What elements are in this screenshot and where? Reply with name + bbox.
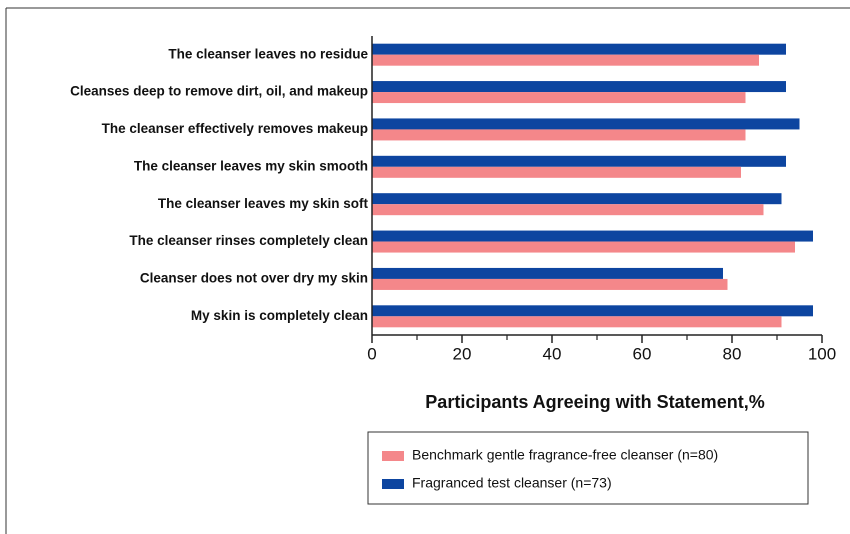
x-axis-label: Participants Agreeing with Statement,% (425, 392, 764, 412)
bar (372, 204, 764, 216)
bar (372, 241, 795, 253)
bar (372, 316, 782, 328)
bar (372, 81, 786, 93)
category-label: Cleanses deep to remove dirt, oil, and m… (70, 84, 368, 99)
category-label: The cleanser leaves no residue (168, 46, 368, 61)
x-tick-label: 60 (633, 344, 652, 363)
bar (372, 129, 746, 141)
bar (372, 166, 741, 178)
category-label: The cleanser effectively removes makeup (102, 121, 368, 136)
legend-swatch (382, 451, 404, 461)
legend-label: Fragranced test cleanser (n=73) (412, 475, 612, 491)
bar (372, 193, 782, 205)
bar (372, 305, 813, 317)
x-tick-label: 80 (723, 344, 742, 363)
category-label: Cleanser does not over dry my skin (140, 271, 368, 286)
bar (372, 278, 728, 290)
bar (372, 118, 800, 130)
x-tick-label: 100 (808, 344, 836, 363)
category-label: My skin is completely clean (191, 308, 368, 323)
legend-label: Benchmark gentle fragrance-free cleanser… (412, 447, 718, 463)
bar (372, 92, 746, 104)
category-label: The cleanser leaves my skin soft (158, 196, 369, 211)
x-tick-label: 20 (453, 344, 472, 363)
x-tick-label: 0 (367, 344, 376, 363)
bar (372, 230, 813, 242)
legend-swatch (382, 479, 404, 489)
bar (372, 267, 723, 279)
category-label: The cleanser rinses completely clean (129, 233, 368, 248)
category-label: The cleanser leaves my skin smooth (134, 158, 368, 173)
x-tick-label: 40 (543, 344, 562, 363)
bar (372, 43, 786, 55)
bar (372, 54, 759, 66)
legend-box (367, 431, 809, 505)
bar (372, 155, 786, 167)
